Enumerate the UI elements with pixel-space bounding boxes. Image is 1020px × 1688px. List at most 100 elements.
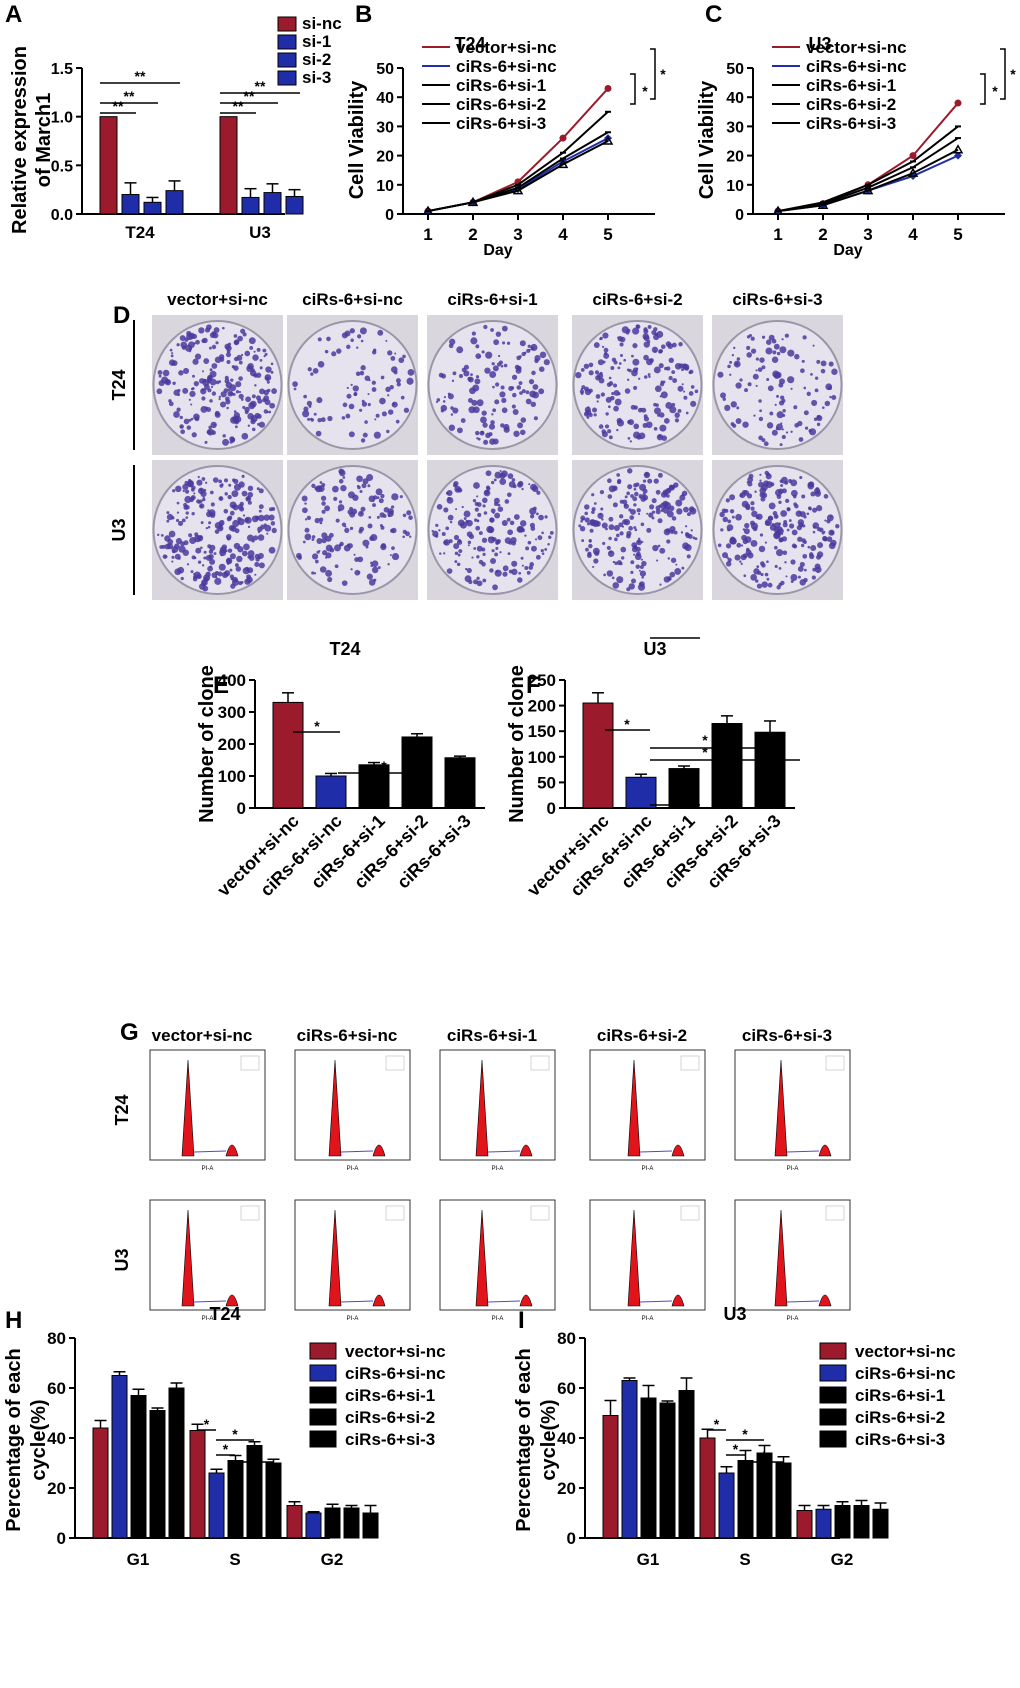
d-colony [241,490,248,497]
d-colony [776,351,781,356]
d-colony [766,560,769,564]
d-colony [686,554,691,559]
d-colony [588,362,594,368]
d-colony [306,400,313,407]
d-colony [799,475,803,480]
d-colony [829,395,832,399]
d-colony [765,339,772,345]
d-colony [175,537,183,545]
d-colony [633,405,638,410]
d-colony [380,525,385,530]
c-point [820,202,826,205]
d-colony [266,532,269,535]
c-point [817,199,829,209]
d-colony [485,351,493,359]
d-colony [660,344,666,350]
d-colony [390,505,395,509]
d-colony [722,516,728,523]
b-point [560,151,566,154]
d-colony [757,481,764,488]
d-colony [293,387,297,391]
b-point [560,157,566,160]
d-colony [633,385,638,390]
d-colony [519,520,527,527]
d-colony [184,495,192,504]
d-colony [157,370,163,375]
c-point [907,167,919,177]
d-colony [193,571,201,579]
a-legend-label: si-2 [302,50,331,69]
d-colony [324,349,329,354]
d-colony [452,407,459,414]
d-colony [501,325,508,332]
d-colony [769,411,774,416]
a-bar [165,190,184,215]
d-colony [491,362,495,366]
d-colony [200,546,203,550]
d-colony [690,400,697,407]
i-legend-swatch [819,1408,847,1426]
d-colony [821,406,825,409]
d-colony [733,360,741,368]
c-legend-label: ciRs-6+si-1 [806,76,896,95]
d-colony [643,335,650,342]
d-colony [463,364,470,370]
d-colony [221,544,228,550]
d-colony [512,392,517,398]
d-colony [779,443,783,447]
d-colony [595,394,601,399]
b-sig-bracket [650,48,656,100]
d-colony [466,531,473,538]
d-colony [653,366,661,374]
d-colony [529,514,535,519]
g-s-phase [487,1150,521,1153]
d-colony [511,560,518,567]
d-colony [783,519,788,524]
d-colony [270,521,276,526]
d-colony [808,481,815,488]
d-colony [174,553,181,560]
d-colony [458,549,463,554]
d-colony [744,536,752,543]
d-colony [477,512,482,517]
a-y-tick-label: 0.5 [51,158,73,175]
d-colony [781,338,784,341]
d-colony [511,374,518,380]
d-colony [229,574,235,579]
d-colony [750,336,755,341]
b-sig-star: * [642,83,648,99]
d-colony [603,573,606,577]
a-sig-star: ** [233,98,244,114]
d-colony [493,339,500,346]
d-colony [242,405,246,409]
d-colony [478,531,483,536]
h-bar [189,1430,206,1539]
d-colony [653,407,662,415]
d-colony [761,335,766,339]
d-colony [596,400,599,403]
d-colony [690,529,693,532]
d-colony [332,485,339,493]
h-legend-label: ciRs-6+si-1 [345,1386,435,1405]
d-row-label: U3 [109,518,129,541]
b-y-tick-label: 50 [376,61,394,78]
d-colony [616,473,620,477]
d-colony [816,415,823,422]
d-colony [537,535,543,541]
d-colony [241,353,244,357]
d-colony [586,415,590,419]
d-colony [619,531,624,536]
d-colony [195,339,200,345]
d-colony [476,545,483,552]
d-colony [633,487,637,491]
d-colony [171,560,174,563]
d-colony [746,345,751,351]
d-colony [638,432,646,440]
d-colony [361,483,367,489]
d-colony [657,472,663,478]
d-colony [385,386,391,392]
d-colony [683,395,688,400]
d-colony [271,507,276,511]
d-colony [602,332,609,339]
d-colony [530,343,538,352]
